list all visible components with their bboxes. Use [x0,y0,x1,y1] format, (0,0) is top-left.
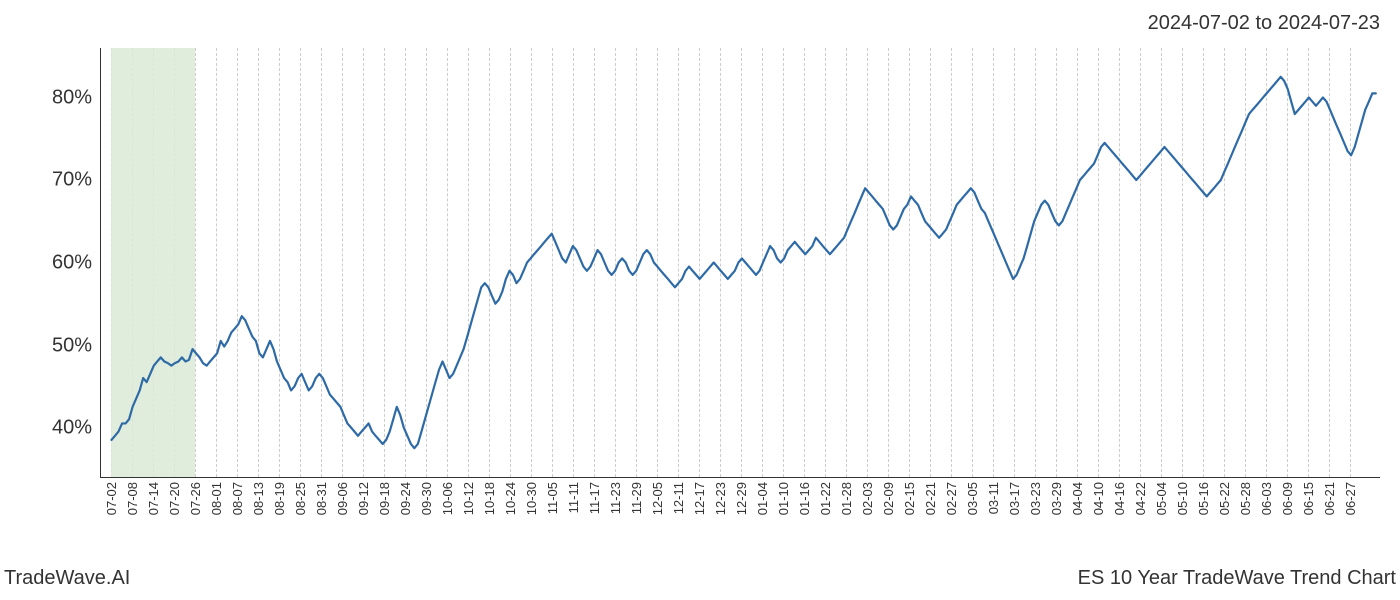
x-tick-label: 07-26 [188,482,203,515]
footer-title: ES 10 Year TradeWave Trend Chart [1078,567,1396,590]
x-tick-label: 06-27 [1343,482,1358,515]
x-tick-label: 11-11 [566,482,581,513]
x-tick-label: 03-17 [1007,482,1022,515]
y-tick-label: 60% [52,252,92,275]
x-tick-label: 04-16 [1112,482,1127,515]
x-tick-label: 06-03 [1259,482,1274,515]
x-tick-label: 02-21 [923,482,938,515]
y-tick-label: 80% [52,86,92,109]
y-tick-label: 40% [52,417,92,440]
x-tick-label: 12-23 [713,482,728,515]
x-tick-label: 11-23 [608,482,623,514]
x-tick-label: 01-04 [755,482,770,515]
x-tick-label: 12-05 [650,482,665,515]
footer-brand: TradeWave.AI [4,567,130,590]
x-tick-label: 07-08 [125,482,140,515]
x-tick-label: 01-22 [818,482,833,515]
x-tick-label: 09-18 [377,482,392,515]
x-tick-label: 05-16 [1196,482,1211,515]
y-tick-label: 70% [52,169,92,192]
x-tick-label: 10-06 [440,482,455,515]
x-tick-label: 09-06 [335,482,350,515]
trend-line [101,48,1380,477]
chart-container: 40%50%60%70%80% 07-0207-0807-1407-2007-2… [100,48,1380,478]
x-tick-label: 09-12 [356,482,371,515]
x-tick-label: 11-05 [545,482,560,514]
x-tick-label: 02-03 [860,482,875,515]
x-tick-label: 01-16 [797,482,812,515]
x-tick-label: 09-24 [398,482,413,515]
x-tick-label: 08-07 [230,482,245,515]
x-tick-label: 03-05 [965,482,980,515]
x-tick-label: 06-09 [1280,482,1295,515]
x-tick-label: 05-04 [1154,482,1169,515]
x-tick-label: 07-14 [146,482,161,515]
x-tick-label: 05-28 [1238,482,1253,515]
x-tick-label: 07-02 [104,482,119,515]
plot-area [100,48,1380,478]
x-tick-label: 10-24 [503,482,518,515]
x-tick-label: 08-19 [272,482,287,515]
y-tick-label: 50% [52,334,92,357]
date-range-label: 2024-07-02 to 2024-07-23 [1148,12,1380,35]
x-tick-label: 11-17 [587,482,602,514]
x-tick-label: 10-30 [524,482,539,515]
x-tick-label: 12-11 [671,482,686,514]
x-tick-label: 01-28 [839,482,854,515]
x-tick-label: 11-29 [629,482,644,514]
x-tick-label: 02-09 [881,482,896,515]
x-tick-label: 04-22 [1133,482,1148,515]
x-tick-label: 08-01 [209,482,224,515]
x-tick-label: 04-04 [1070,482,1085,515]
x-tick-label: 03-11 [986,482,1001,514]
x-tick-label: 10-12 [461,482,476,515]
x-tick-label: 03-29 [1049,482,1064,515]
x-tick-label: 07-20 [167,482,182,515]
x-tick-label: 08-25 [293,482,308,515]
x-tick-label: 02-15 [902,482,917,515]
x-tick-label: 03-23 [1028,482,1043,515]
x-tick-label: 05-10 [1175,482,1190,515]
x-tick-label: 02-27 [944,482,959,515]
x-tick-label: 12-17 [692,482,707,515]
x-tick-label: 06-21 [1322,482,1337,515]
x-tick-label: 04-10 [1091,482,1106,515]
x-tick-label: 09-30 [419,482,434,515]
x-tick-label: 01-10 [776,482,791,515]
x-tick-label: 08-31 [314,482,329,515]
x-tick-label: 06-15 [1301,482,1316,515]
x-tick-label: 12-29 [734,482,749,515]
x-tick-label: 05-22 [1217,482,1232,515]
x-tick-label: 10-18 [482,482,497,515]
x-tick-label: 08-13 [251,482,266,515]
